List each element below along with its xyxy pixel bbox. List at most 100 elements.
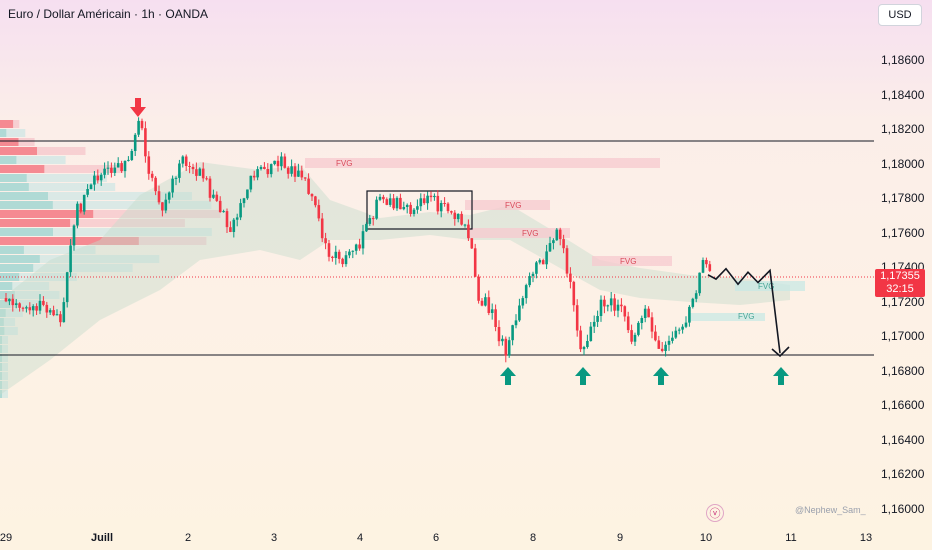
candle-body <box>698 272 701 294</box>
price-tick-label: 1,16000 <box>881 501 925 516</box>
volume-bar-core <box>0 147 37 155</box>
candle-body <box>276 160 280 167</box>
candle-body <box>314 196 317 206</box>
candle-body <box>18 303 21 308</box>
candle-body <box>511 325 514 341</box>
volume-bar <box>0 219 185 227</box>
volume-bar <box>0 228 212 236</box>
volume-bar <box>0 129 26 137</box>
candle-body <box>327 243 331 257</box>
candle-body <box>184 156 188 166</box>
candle-body <box>106 167 110 169</box>
candle-body <box>647 308 650 318</box>
candle-body <box>331 256 334 258</box>
candle-body <box>127 159 130 161</box>
candle-body <box>382 196 385 200</box>
candle-body <box>480 300 484 306</box>
candle-body <box>708 264 712 271</box>
currency-button[interactable]: USD <box>878 4 922 26</box>
price-tick-label: 1,18600 <box>881 53 925 67</box>
volume-bar <box>0 156 66 164</box>
fvg-zone <box>305 158 660 168</box>
candle-body <box>375 199 378 219</box>
candle-body <box>218 200 222 213</box>
candle-body <box>62 302 66 323</box>
candle-body <box>45 304 49 313</box>
candle-body <box>358 244 361 249</box>
candle-body <box>684 322 688 327</box>
candle-body <box>239 203 242 218</box>
candle-body <box>205 178 208 180</box>
fvg-label: FVG <box>505 201 521 210</box>
candle-body <box>157 191 161 203</box>
candle-body <box>35 306 38 311</box>
price-tick-label: 1,16800 <box>881 363 925 378</box>
consolidation-box[interactable] <box>366 190 473 230</box>
candle-body <box>426 195 429 204</box>
time-tick-label: 9 <box>616 532 624 544</box>
candle-body <box>497 327 501 342</box>
candle-body <box>86 189 89 195</box>
candle-body <box>348 251 351 256</box>
time-tick-label: 4 <box>356 532 364 544</box>
candle-body <box>443 203 446 204</box>
candle-body <box>654 331 657 341</box>
fvg-zone <box>465 200 550 210</box>
volume-bar-core <box>0 174 27 182</box>
price-chart[interactable]: FVG FVG FVG FVG FVG FVG <box>0 0 874 526</box>
volume-bar <box>0 363 8 371</box>
candle-body <box>235 217 239 220</box>
candle-body <box>450 211 453 213</box>
volume-bar <box>0 255 160 263</box>
volume-bar <box>0 318 16 326</box>
volume-bar-core <box>0 309 6 317</box>
fvg-label: FVG <box>522 229 538 238</box>
candle-body <box>55 314 59 316</box>
volume-bar <box>0 309 23 317</box>
time-tick-label: 6 <box>432 532 440 544</box>
candle-body <box>303 177 307 179</box>
candle-body <box>225 211 229 228</box>
candle-body <box>113 167 117 173</box>
projection-path[interactable] <box>707 267 781 354</box>
candle-body <box>222 211 225 213</box>
tradingview-icon[interactable]: ⓥ <box>706 504 724 522</box>
volume-bar-core <box>0 156 17 164</box>
candle-body <box>436 195 440 212</box>
candle-body <box>191 167 195 170</box>
candle-body <box>538 260 542 263</box>
candle-body <box>147 156 151 174</box>
volume-bar-core <box>0 363 2 371</box>
candle-body <box>178 163 181 178</box>
candle-body <box>589 326 593 341</box>
candle-body <box>361 231 365 249</box>
candle-body <box>558 229 562 240</box>
arrow-up-icon <box>653 367 669 385</box>
candle-body <box>433 195 436 198</box>
volume-bar-core <box>0 210 94 218</box>
candle-body <box>463 224 467 226</box>
volume-bar <box>0 174 107 182</box>
candle-body <box>419 198 423 207</box>
candle-body <box>582 347 586 350</box>
candles <box>4 117 712 363</box>
candle-body <box>69 245 72 273</box>
candle-body <box>232 219 236 232</box>
volume-bar-core <box>0 138 19 146</box>
candle-body <box>337 251 341 259</box>
volume-bar-core <box>0 345 2 353</box>
candle-body <box>620 304 623 307</box>
volume-bar-core <box>0 372 2 380</box>
fvg-zone <box>735 281 805 291</box>
price-tick-label: 1,16400 <box>881 432 925 447</box>
fvg-label: FVG <box>336 159 352 168</box>
candle-body <box>694 293 698 299</box>
candle-body <box>494 309 497 327</box>
volume-bar <box>0 201 212 209</box>
price-tick-label: 1,17600 <box>881 225 925 240</box>
volume-bar-core <box>0 201 53 209</box>
candle-body <box>48 310 52 313</box>
candle-body <box>188 166 191 167</box>
volume-bar <box>0 183 116 191</box>
arrow-up-icon <box>500 367 516 385</box>
